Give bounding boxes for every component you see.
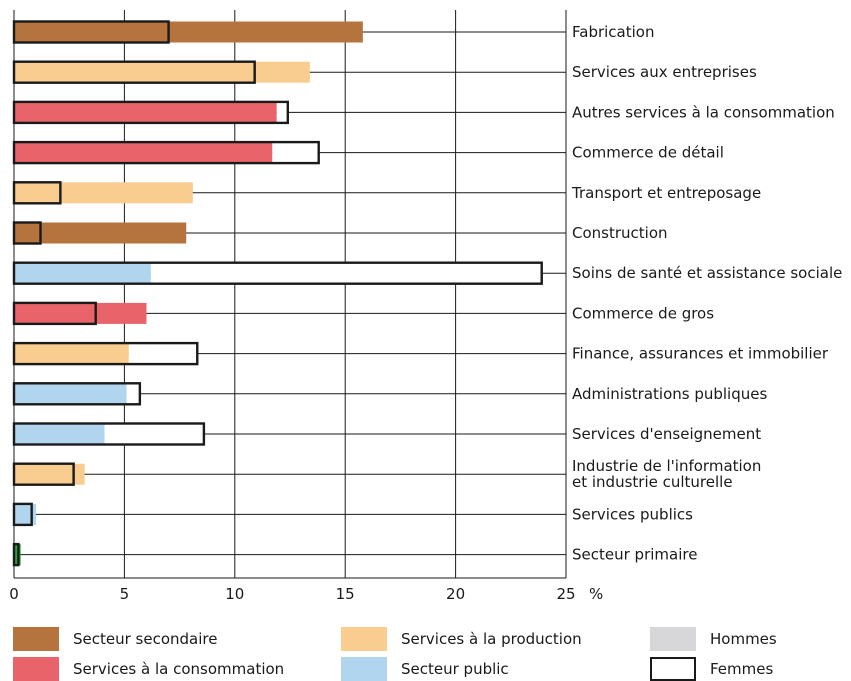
category-label: Fabrication <box>572 23 654 41</box>
legend-label: Services à la production <box>401 630 582 648</box>
legend-label: Secteur secondaire <box>73 630 218 648</box>
x-axis-ticks: 0 5 10 15 20 25 <box>9 585 575 603</box>
legend-label: Secteur public <box>401 660 509 678</box>
bar-femmes-fill <box>150 262 542 284</box>
legend-swatch-services-production <box>341 627 387 651</box>
bar-femmes-fill <box>276 101 288 123</box>
bar-femmes-fill <box>126 383 140 405</box>
category-labels: Fabrication Services aux entreprises Autre… <box>571 23 842 564</box>
legend-item-femmes: Femmes <box>650 657 773 681</box>
x-tick-label: 0 <box>9 585 19 603</box>
bars <box>12 20 543 567</box>
bar-hommes <box>14 61 310 83</box>
bar-femmes <box>12 60 256 84</box>
bar-hommes <box>14 383 127 405</box>
bar-hommes <box>14 21 363 43</box>
bar-hommes <box>14 142 273 164</box>
bar-femmes <box>12 20 170 44</box>
category-label: Secteur primaire <box>572 546 697 564</box>
bar-hommes <box>14 262 151 284</box>
category-label: Industrie de l'information et industrie c… <box>572 457 761 491</box>
bar-hommes <box>14 343 129 365</box>
legend-label: Services à la consommation <box>73 660 285 678</box>
x-tick-label: 15 <box>336 585 355 603</box>
bar-femmes <box>12 301 97 326</box>
bar-hommes <box>14 463 85 485</box>
bar-femmes-fill <box>128 343 198 365</box>
bar-femmes <box>12 502 33 527</box>
bar-femmes-fill <box>104 423 204 445</box>
bar-hommes <box>14 302 147 324</box>
legend: Secteur secondaire Services à la product… <box>0 620 851 681</box>
category-label: Commerce de détail <box>572 144 724 162</box>
bar-femmes <box>12 221 42 245</box>
bar-femmes <box>12 261 543 285</box>
gridlines <box>13 10 567 579</box>
legend-label: Femmes <box>710 660 774 678</box>
legend-swatch-hommes <box>650 627 696 651</box>
category-label: Commerce de gros <box>572 304 714 322</box>
x-tick-label: 25 <box>556 585 575 603</box>
category-label: Administrations publiques <box>572 385 767 403</box>
bar-femmes <box>12 422 206 446</box>
legend-item-services-production: Services à la production <box>341 627 582 651</box>
bar-femmes <box>12 181 62 205</box>
category-label: Soins de santé et assistance sociale <box>572 264 842 282</box>
category-label: Services aux entreprises <box>572 63 757 81</box>
category-label: Transport et entreposage <box>571 184 761 202</box>
category-label: Construction <box>572 224 668 242</box>
category-label: Autres services à la consommation <box>572 103 835 121</box>
bar-femmes-fill <box>272 142 319 164</box>
legend-swatch-secteur-secondaire <box>13 627 59 651</box>
legend-swatch-services-consommation <box>13 657 59 681</box>
legend-label: Hommes <box>710 630 777 648</box>
bar-femmes <box>12 382 142 406</box>
x-tick-label: 5 <box>120 585 130 603</box>
legend-swatch-secteur-public <box>341 657 387 681</box>
bar-femmes <box>12 140 320 165</box>
x-axis-unit: % <box>589 585 603 603</box>
bar-hommes <box>14 182 193 204</box>
legend-item-secteur-public: Secteur public <box>341 657 509 681</box>
legend-item-secteur-secondaire: Secteur secondaire <box>13 627 217 651</box>
bar-hommes <box>14 423 105 445</box>
x-tick-label: 20 <box>446 585 465 603</box>
bar-femmes <box>12 542 20 567</box>
x-tick-label: 10 <box>225 585 244 603</box>
legend-item-services-consommation: Services à la consommation <box>13 657 284 681</box>
bar-hommes <box>14 101 277 123</box>
bar-hommes <box>14 222 187 244</box>
legend-item-hommes: Hommes <box>650 627 777 651</box>
legend-swatch-femmes <box>650 657 696 681</box>
category-label: Finance, assurances et immobilier <box>572 345 829 363</box>
bar-femmes <box>12 462 75 486</box>
bar-femmes <box>12 100 289 125</box>
category-label: Services publics <box>572 505 693 523</box>
bar-chart: Fabrication Services aux entreprises Autre… <box>9 10 842 603</box>
bar-femmes <box>12 341 199 366</box>
category-label: Services d'enseignement <box>572 425 761 443</box>
